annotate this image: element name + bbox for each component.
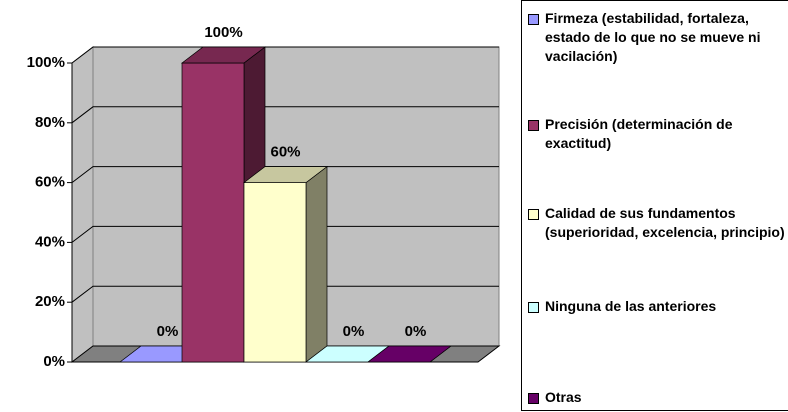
bar-front [181, 62, 245, 363]
bar [242, 165, 329, 363]
legend-swatch [528, 120, 539, 131]
grid-line [71, 46, 499, 64]
legend-label: Precisión (determinación de exactitud) [545, 116, 733, 151]
legend-label: Calidad de sus fundamentos (superioridad… [545, 205, 785, 240]
bar-top [242, 166, 329, 183]
bar [366, 345, 453, 363]
legend-entry: Ninguna de las anteriores [528, 297, 788, 316]
legend-entry: Otras [528, 388, 788, 407]
bar-top [366, 345, 453, 363]
grid-line [71, 106, 499, 124]
grid-line [71, 225, 499, 243]
legend-swatch [528, 14, 539, 25]
legend: Firmeza (estabilidad, fortaleza, estado … [521, 0, 788, 411]
grid-line [71, 285, 499, 303]
legend-entry: Precisión (determinación de exactitud) [528, 115, 788, 153]
legend-entry: Firmeza (estabilidad, fortaleza, estado … [528, 9, 788, 66]
legend-label: Firmeza (estabilidad, fortaleza, estado … [545, 10, 761, 64]
y-tick-label: 40% [35, 233, 65, 250]
data-label: 0% [157, 323, 179, 340]
chart: 0% 20% 40% 60% 80% 100% 0% 100% 60% 0% 0% [27, 24, 501, 370]
bar-top [180, 46, 267, 64]
side-wall [71, 45, 94, 364]
legend-swatch [528, 209, 539, 220]
legend-swatch [528, 302, 539, 313]
data-label: 100% [204, 24, 242, 41]
y-tick-label: 20% [35, 293, 65, 310]
bar-front [243, 182, 307, 363]
y-tick-label: 80% [35, 114, 65, 131]
legend-swatch [528, 393, 539, 404]
legend-entry: Calidad de sus fundamentos (superioridad… [528, 204, 788, 242]
data-label: 0% [405, 323, 427, 340]
bar-side [305, 165, 328, 363]
grid-line [71, 166, 499, 183]
legend-label: Otras [545, 389, 582, 405]
bar [180, 46, 267, 363]
data-label: 60% [270, 144, 300, 161]
y-tick-label: 100% [27, 54, 65, 71]
legend-label: Ninguna de las anteriores [545, 298, 717, 314]
y-tick-label: 60% [35, 174, 65, 191]
y-tick-label: 0% [43, 353, 65, 370]
data-label: 0% [343, 323, 365, 340]
